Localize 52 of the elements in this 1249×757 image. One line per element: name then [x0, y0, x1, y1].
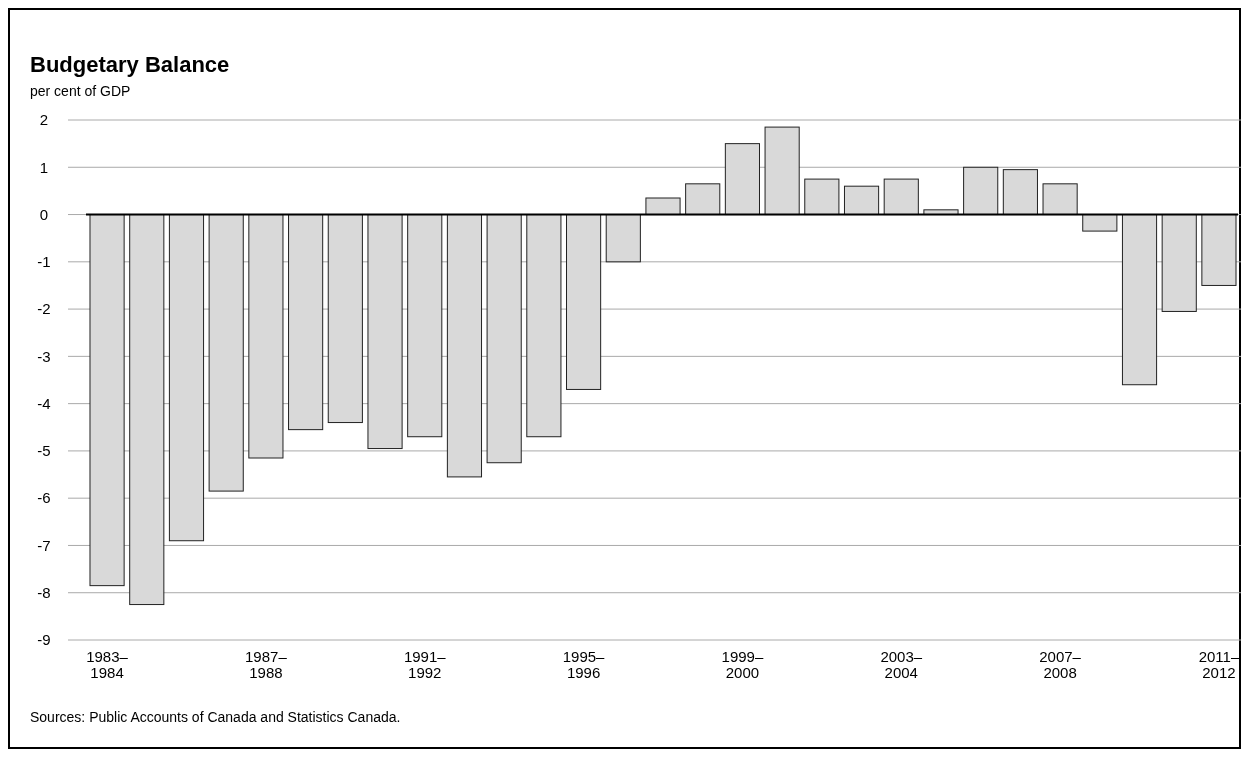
y-tick-label: -1 — [37, 253, 51, 271]
bar — [883, 178, 919, 216]
y-tick-label: 0 — [39, 205, 49, 223]
x-tick-label: 1983– 1984 — [86, 648, 129, 681]
bar — [129, 214, 165, 606]
bar — [248, 214, 284, 459]
bar — [923, 209, 959, 216]
bar — [367, 214, 403, 450]
bar — [288, 214, 324, 431]
bar — [89, 214, 125, 587]
bar — [1121, 214, 1158, 386]
bar — [327, 214, 363, 424]
y-tick-label: -7 — [37, 536, 51, 554]
y-tick-label: -5 — [37, 442, 51, 460]
y-tick-label: -6 — [37, 489, 51, 507]
bar — [804, 178, 840, 216]
y-tick-label: 2 — [39, 111, 49, 129]
bar — [1201, 214, 1237, 286]
x-tick-label: 1987– 1988 — [245, 648, 288, 681]
bar — [843, 185, 880, 216]
y-tick-label: -9 — [37, 631, 51, 649]
x-tick-label: 1995– 1996 — [562, 648, 606, 681]
bar — [1002, 169, 1038, 216]
y-axis-title: per cent of GDP — [30, 83, 131, 99]
bar — [168, 214, 205, 542]
bar — [486, 214, 522, 464]
bar — [566, 214, 602, 390]
y-tick-label: -3 — [37, 347, 51, 365]
bar — [605, 214, 641, 263]
x-tick-label: 2007– 2008 — [1039, 648, 1082, 681]
bar — [685, 183, 721, 216]
bar — [208, 214, 244, 492]
y-tick-label: -8 — [37, 583, 51, 601]
bar — [407, 214, 443, 438]
x-tick-label: 1991– 1992 — [403, 648, 447, 681]
x-tick-label: 2003– 2004 — [880, 648, 923, 681]
x-tick-label: 1999– 2000 — [721, 648, 764, 681]
bar — [446, 214, 483, 478]
bar — [963, 166, 999, 216]
chart-title: Budgetary Balance — [30, 52, 230, 77]
x-tick-label: 2011– 2012 — [1198, 648, 1240, 681]
source-note: Sources: Public Accounts of Canada and Statistics Canada. — [30, 709, 401, 725]
bar — [645, 197, 681, 216]
y-tick-label: -4 — [37, 394, 51, 412]
bar — [764, 126, 800, 216]
bar — [724, 143, 760, 216]
bar — [526, 214, 562, 438]
y-tick-label: -2 — [37, 300, 51, 318]
bar — [1082, 214, 1118, 232]
bar — [1161, 214, 1197, 312]
bar — [1042, 183, 1078, 216]
y-tick-label: 1 — [39, 158, 49, 176]
